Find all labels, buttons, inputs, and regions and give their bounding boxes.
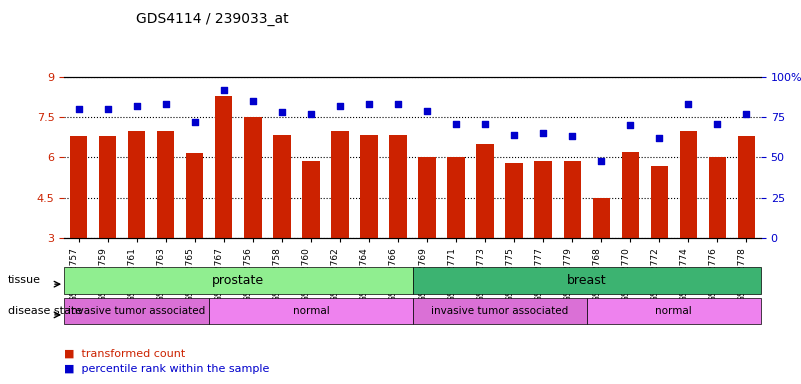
Text: invasive tumor associated: invasive tumor associated	[68, 306, 205, 316]
Text: breast: breast	[567, 274, 606, 287]
Text: invasive tumor associated: invasive tumor associated	[431, 306, 568, 316]
Bar	[593, 198, 610, 238]
Bar	[360, 135, 377, 238]
Point	[566, 133, 578, 139]
Bar	[70, 136, 87, 238]
Bar	[477, 144, 493, 238]
Bar	[505, 163, 523, 238]
Bar	[215, 96, 232, 238]
Point	[449, 121, 462, 127]
Bar	[302, 161, 320, 238]
Point	[624, 122, 637, 128]
Text: normal: normal	[655, 306, 692, 316]
Bar	[244, 117, 261, 238]
Bar	[679, 131, 697, 238]
Point	[508, 132, 521, 138]
Point	[131, 103, 143, 109]
Point	[72, 106, 85, 112]
Point	[188, 119, 201, 125]
Bar	[738, 136, 755, 238]
Text: disease state: disease state	[8, 306, 83, 316]
Bar	[186, 153, 203, 238]
Text: ■  percentile rank within the sample: ■ percentile rank within the sample	[64, 364, 269, 374]
Text: ■  transformed count: ■ transformed count	[64, 348, 185, 358]
Point	[479, 121, 492, 127]
Bar	[273, 135, 291, 238]
Point	[363, 101, 376, 107]
Point	[217, 87, 230, 93]
Point	[304, 111, 317, 117]
Bar	[563, 161, 581, 238]
Bar	[650, 166, 668, 238]
Point	[711, 121, 724, 127]
Point	[682, 101, 694, 107]
Text: GDS4114 / 239033_at: GDS4114 / 239033_at	[136, 12, 289, 25]
Point	[421, 108, 433, 114]
Bar	[99, 136, 116, 238]
Point	[537, 130, 549, 136]
Text: prostate: prostate	[212, 274, 264, 287]
Point	[159, 101, 172, 107]
Point	[595, 157, 608, 164]
Bar	[534, 161, 552, 238]
Bar	[157, 131, 175, 238]
Point	[276, 109, 288, 115]
Bar	[389, 135, 407, 238]
Bar	[418, 157, 436, 238]
Point	[740, 111, 753, 117]
Point	[653, 135, 666, 141]
Bar	[709, 157, 726, 238]
Point	[333, 103, 346, 109]
Point	[247, 98, 260, 104]
Bar	[447, 157, 465, 238]
Text: normal: normal	[292, 306, 329, 316]
Text: tissue: tissue	[8, 275, 41, 285]
Point	[392, 101, 405, 107]
Bar	[128, 131, 146, 238]
Bar	[331, 131, 348, 238]
Bar	[622, 152, 639, 238]
Point	[101, 106, 114, 112]
